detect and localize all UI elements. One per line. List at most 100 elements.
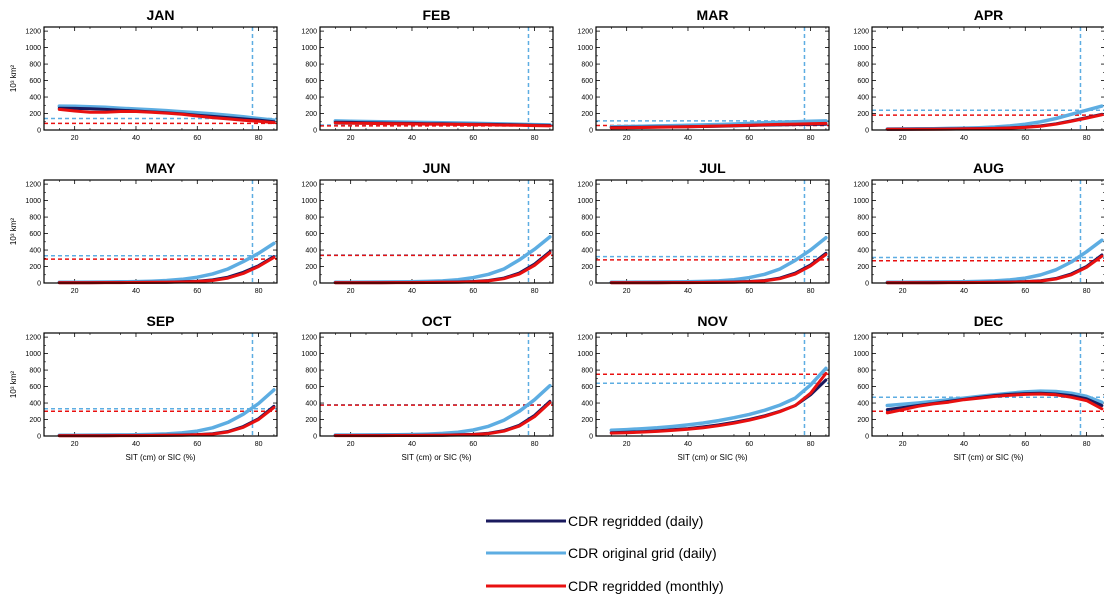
x-tick-label: 20	[71, 441, 79, 448]
y-tick-label: 1200	[301, 29, 317, 36]
y-tick-label: 1200	[853, 335, 869, 342]
x-tick-label: 20	[71, 288, 79, 295]
panel-dec: DEC 0 200 400 600 800 1000 1200 20 40 60 80 SIT (cm)…	[853, 313, 1104, 462]
panel-title: OCT	[422, 313, 452, 329]
y-tick-label: 400	[305, 401, 317, 408]
x-tick-label: 60	[193, 135, 201, 142]
panel-jul: JUL 0 200 400 600 800 1000 1200 20 40 60 80	[577, 160, 830, 295]
y-axis-label: 10³ km²	[9, 371, 18, 398]
y-tick-label: 0	[865, 434, 869, 441]
x-tick-label: 80	[255, 441, 263, 448]
y-tick-label: 200	[581, 417, 593, 424]
y-tick-label: 0	[37, 434, 41, 441]
y-tick-label: 800	[857, 368, 869, 375]
y-tick-label: 600	[857, 384, 869, 391]
y-tick-label: 0	[589, 434, 593, 441]
x-tick-label: 20	[899, 135, 907, 142]
y-tick-label: 800	[29, 368, 41, 375]
panel-jan: JAN 0 200 400 600 800 1000 1200 20 40 60 80 10³ km²	[9, 7, 278, 142]
y-tick-label: 800	[581, 368, 593, 375]
y-tick-label: 600	[29, 384, 41, 391]
y-tick-label: 400	[857, 248, 869, 255]
y-tick-label: 1000	[25, 45, 41, 52]
y-tick-label: 400	[581, 95, 593, 102]
x-tick-label: 20	[623, 441, 631, 448]
x-tick-label: 80	[531, 441, 539, 448]
x-tick-label: 40	[960, 288, 968, 295]
y-tick-label: 1200	[577, 29, 593, 36]
y-tick-label: 200	[29, 264, 41, 271]
y-tick-label: 0	[589, 128, 593, 135]
x-tick-label: 40	[132, 288, 140, 295]
legend: CDR regridded (daily) CDR original grid (…	[486, 513, 724, 594]
x-tick-label: 20	[347, 288, 355, 295]
series-line-original-grid-daily	[57, 104, 276, 122]
panel-title: DEC	[974, 313, 1004, 329]
plot-frame	[319, 179, 554, 284]
series-line-regridded-monthly	[57, 107, 276, 125]
y-tick-label: 800	[857, 62, 869, 69]
series-line-regridded-monthly	[333, 401, 552, 438]
x-tick-label: 20	[899, 288, 907, 295]
y-tick-label: 600	[29, 78, 41, 85]
y-tick-label: 1000	[25, 198, 41, 205]
y-tick-label: 600	[581, 384, 593, 391]
plot-frame	[595, 179, 830, 284]
y-tick-label: 0	[865, 128, 869, 135]
y-tick-label: 600	[305, 231, 317, 238]
y-tick-label: 800	[305, 368, 317, 375]
y-tick-label: 1000	[577, 198, 593, 205]
y-tick-label: 200	[305, 417, 317, 424]
y-axis-label: 10³ km²	[9, 65, 18, 92]
series-line-regridded-monthly	[885, 113, 1104, 131]
y-tick-label: 1000	[577, 351, 593, 358]
x-tick-label: 60	[193, 288, 201, 295]
x-tick-label: 40	[132, 441, 140, 448]
panel-sep: SEP 0 200 400 600 800 1000 1200 20 40 60 80 10³ km² S…	[9, 313, 278, 462]
y-tick-label: 800	[305, 215, 317, 222]
y-tick-label: 200	[857, 417, 869, 424]
y-tick-label: 400	[29, 95, 41, 102]
y-tick-label: 400	[29, 248, 41, 255]
plot-frame	[871, 332, 1104, 437]
y-tick-label: 0	[589, 281, 593, 288]
y-tick-label: 400	[581, 248, 593, 255]
x-tick-label: 40	[960, 135, 968, 142]
y-tick-label: 1200	[25, 182, 41, 189]
panel-mar: MAR 0 200 400 600 800 1000 1200 20 40 60 80	[577, 7, 830, 142]
x-tick-label: 20	[71, 135, 79, 142]
x-tick-label: 40	[408, 135, 416, 142]
x-tick-label: 60	[745, 288, 753, 295]
series-line-regridded-daily	[333, 250, 552, 285]
x-tick-label: 40	[684, 441, 692, 448]
panel-title: MAY	[146, 160, 176, 176]
y-tick-label: 1000	[853, 45, 869, 52]
y-tick-label: 1000	[853, 351, 869, 358]
series-line-regridded-daily	[885, 253, 1104, 285]
panel-title: SEP	[146, 313, 174, 329]
x-tick-label: 80	[807, 441, 815, 448]
legend-label: CDR regridded (monthly)	[568, 578, 724, 594]
y-tick-label: 1000	[25, 351, 41, 358]
y-tick-label: 1000	[301, 351, 317, 358]
x-tick-label: 60	[1021, 135, 1029, 142]
panel-nov: NOV 0 200 400 600 800 1000 1200 20 40 60 80 SIT (cm)…	[577, 313, 830, 462]
x-tick-label: 60	[193, 441, 201, 448]
y-tick-label: 400	[305, 248, 317, 255]
y-tick-label: 1200	[301, 182, 317, 189]
panel-title: JUN	[422, 160, 450, 176]
x-tick-label: 80	[531, 135, 539, 142]
panel-jun: JUN 0 200 400 600 800 1000 1200 20 40 60 80	[301, 160, 554, 295]
y-tick-label: 1200	[25, 29, 41, 36]
panel-feb: FEB 0 200 400 600 800 1000 1200 20 40 60 80	[301, 7, 554, 142]
y-axis-label: 10³ km²	[9, 218, 18, 245]
x-tick-label: 80	[1083, 288, 1091, 295]
y-tick-label: 0	[865, 281, 869, 288]
y-tick-label: 600	[581, 231, 593, 238]
y-tick-label: 400	[857, 401, 869, 408]
panel-title: JAN	[146, 7, 174, 23]
panel-title: NOV	[697, 313, 728, 329]
x-tick-label: 40	[960, 441, 968, 448]
x-tick-label: 60	[469, 288, 477, 295]
x-tick-label: 60	[469, 441, 477, 448]
